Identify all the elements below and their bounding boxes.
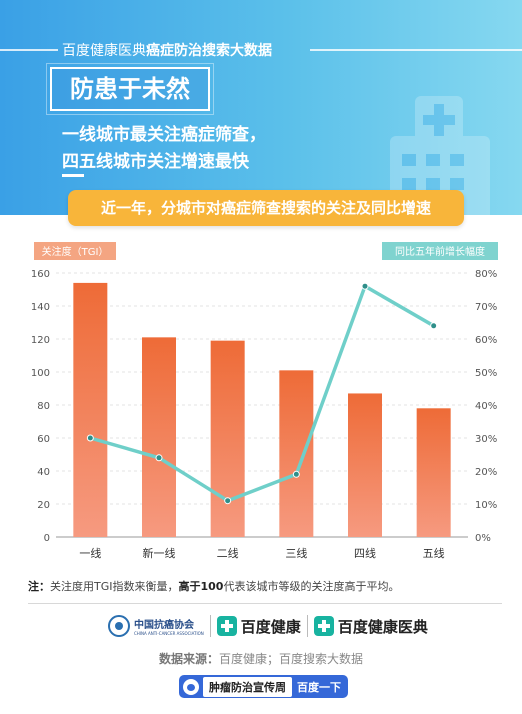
growth-point-三线 [292, 470, 300, 478]
growth-point-四线 [361, 282, 369, 290]
footnote: 注：关注度用TGI指数来衡量，高于100代表该城市等级的关注度高于平均。 [28, 578, 399, 594]
bar-五线 [416, 408, 451, 537]
baidu-health-name: 百度健康 [240, 617, 301, 636]
y-left-tick-label: 160 [31, 269, 50, 280]
y-right-tick-label: 70% [475, 302, 497, 313]
cacs-seal-icon [108, 615, 130, 637]
x-tick-label: 五线 [423, 546, 445, 560]
y-right-label-tag [382, 242, 498, 260]
y-left-tick-label: 20 [37, 500, 50, 511]
data-source-text: 百度健康；百度搜索大数据 [219, 652, 364, 666]
baidu-health-cross-icon [216, 616, 237, 636]
data-source-label: 数据来源： [158, 652, 219, 666]
hospital-icon [380, 78, 490, 215]
x-tick-label: 四线 [354, 546, 376, 560]
campaign-name: 肿瘤防治宣传周 [203, 676, 292, 697]
footnote-prefix: 注： [28, 580, 50, 593]
y-right-tick-label: 50% [475, 368, 497, 379]
growth-point-新一线 [155, 454, 163, 462]
bar-二线 [210, 340, 245, 537]
title-rule-left [0, 49, 58, 51]
campaign-badge[interactable]: 肿瘤防治宣传周 百度一下 [179, 675, 348, 698]
bar-一线 [73, 282, 108, 537]
bar-四线 [348, 393, 382, 537]
logo-separator [209, 615, 211, 637]
x-tick-label: 二线 [217, 546, 239, 560]
report-title: 百度健康医典癌症防治搜索大数据 [62, 40, 272, 60]
growth-point-二线 [224, 497, 232, 505]
y-left-tick-label: 80 [37, 401, 50, 412]
headline-line-1: 一线城市最关注癌症筛查， [62, 125, 266, 145]
y-right-tick-label: 10% [475, 500, 497, 511]
data-source: 数据来源：百度健康；百度搜索大数据 [0, 650, 522, 667]
footnote-text-1: 关注度用TGI指数来衡量， [50, 580, 179, 593]
divider [28, 603, 502, 604]
y-left-tick-label: 100 [31, 368, 50, 379]
baidu-health-yidian-cross-icon [313, 616, 334, 636]
cacs-name-cn: 中国抗癌协会 [134, 620, 194, 631]
growth-point-五线 [430, 322, 438, 330]
y-left-axis-label: 关注度（TGI） [42, 245, 109, 258]
logo-separator [306, 615, 308, 637]
slogan: 防患于未然 [46, 63, 214, 115]
y-right-tick-label: 30% [475, 434, 497, 445]
y-left-tick-label: 140 [31, 302, 50, 313]
y-right-tick-label: 0% [475, 533, 491, 544]
footnote-emphasis: 高于100 [178, 580, 224, 593]
growth-line [89, 284, 435, 503]
y-left-tick-label: 60 [37, 434, 50, 445]
report-topic: 癌症防治搜索大数据 [146, 43, 272, 59]
y-right-tick-label: 60% [475, 335, 497, 346]
headline-line-2: 四五线城市关注增速最快 [62, 152, 249, 172]
y-right-tick-label: 20% [475, 467, 497, 478]
bar-三线 [279, 370, 314, 537]
y-left-label-tag [34, 242, 116, 260]
baidu-paw-icon [183, 678, 199, 695]
y-right-tick-label: 40% [475, 401, 497, 412]
x-tick-label: 三线 [285, 546, 307, 560]
brand-name: 百度健康医典 [62, 43, 146, 59]
x-tick-label: 一线 [79, 546, 101, 560]
cacs-name-en: CHINA ANTI-CANCER ASSOCIATION [134, 631, 204, 636]
y-left-tick-label: 120 [31, 335, 50, 346]
title-rule-right [310, 49, 522, 51]
logo-row: 中国抗癌协会 CHINA ANTI-CANCER ASSOCIATION 百度健… [108, 612, 428, 640]
chart-title: 近一年，分城市对癌症筛查搜索的关注及同比增速 [68, 190, 464, 226]
bar-新一线 [142, 337, 176, 537]
headline-accent-bar [62, 174, 84, 177]
search-button[interactable]: 百度一下 [297, 680, 341, 694]
baidu-health-yidian-name: 百度健康医典 [337, 617, 428, 636]
header-banner: 百度健康医典癌症防治搜索大数据 防患于未然 一线城市最关注癌症筛查， 四五线城市… [0, 0, 522, 215]
x-tick-label: 新一线 [143, 546, 176, 560]
y-right-axis-label: 同比五年前增长幅度 [395, 245, 485, 258]
y-left-tick-label: 0 [44, 533, 50, 544]
baidu-health-yidian-logo: 百度健康医典 [313, 616, 428, 637]
growth-point-一线 [86, 434, 94, 442]
y-left-tick-label: 40 [37, 467, 50, 478]
footnote-text-2: 代表该城市等级的关注度高于平均。 [223, 580, 400, 593]
y-right-tick-label: 80% [475, 269, 497, 280]
baidu-health-logo: 百度健康 [216, 616, 301, 637]
combo-chart: 0 0% 20 10% 40 20% 60 30% 80 40% 100 50% 120 60% 140 70… [31, 242, 498, 560]
cacs-logo: 中国抗癌协会 CHINA ANTI-CANCER ASSOCIATION [108, 612, 204, 640]
